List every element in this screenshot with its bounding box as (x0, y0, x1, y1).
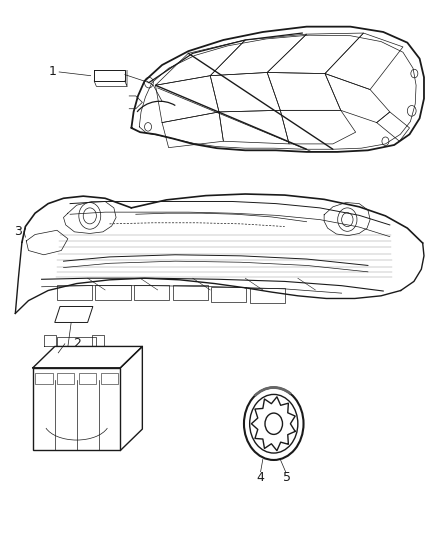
Bar (79, 373, 96, 384)
Bar (250, 288, 285, 303)
Bar (101, 373, 118, 384)
Bar (211, 287, 246, 302)
Bar (57, 373, 74, 384)
Bar (35, 373, 53, 384)
Bar (134, 285, 169, 300)
Text: 4: 4 (257, 471, 265, 483)
Bar (95, 285, 131, 300)
Text: 3: 3 (14, 225, 21, 238)
Bar (173, 285, 208, 300)
Text: 2: 2 (73, 337, 81, 350)
Text: 5: 5 (283, 471, 291, 483)
Text: 1: 1 (49, 66, 57, 78)
Bar (57, 285, 92, 300)
